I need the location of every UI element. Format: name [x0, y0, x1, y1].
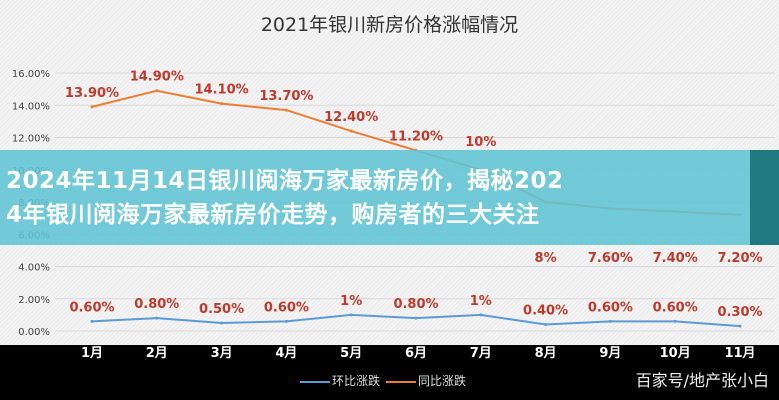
data-point	[155, 316, 159, 320]
data-point	[608, 319, 612, 323]
data-label: 7.60%	[588, 251, 633, 266]
data-point	[90, 319, 94, 323]
y-tick-label: 12.00%	[12, 134, 50, 145]
data-label: 0.40%	[523, 304, 568, 319]
data-point	[414, 316, 418, 320]
data-label: 10%	[465, 135, 496, 150]
data-label: 7.20%	[717, 251, 762, 266]
data-label: 0.80%	[393, 297, 438, 312]
data-label: 0.60%	[588, 300, 633, 315]
data-label: 14.10%	[195, 83, 249, 98]
legend: 环比涨跌 同比涨跌	[300, 372, 466, 389]
headline-banner[interactable]: 2024年11月14日银川阅海万家最新房价，揭秘202 4年银川阅海万家最新房价…	[0, 150, 750, 245]
legend-swatch-orange	[386, 380, 417, 383]
headline-line-2: 4年银川阅海万家最新房价走势，购房者的三大关注	[6, 202, 540, 228]
x-tick-label: 10月	[660, 346, 691, 361]
legend-item-1: 环比涨跌	[300, 372, 380, 389]
banner-edge	[750, 150, 779, 245]
data-label: 13.70%	[259, 89, 313, 104]
x-tick-label: 8月	[535, 346, 557, 361]
data-label: 1%	[340, 294, 362, 309]
headline-line-1: 2024年11月14日银川阅海万家最新房价，揭秘202	[6, 168, 564, 194]
x-tick-label: 9月	[599, 346, 621, 361]
data-label: 0.60%	[653, 300, 698, 315]
chart-title: 2021年银川新房价格涨幅情况	[260, 14, 519, 36]
data-point	[349, 313, 353, 317]
data-point	[220, 321, 224, 325]
x-tick-label: 11月	[724, 346, 755, 361]
legend-item-2: 同比涨跌	[386, 372, 466, 389]
x-tick-label: 7月	[470, 346, 492, 361]
x-tick-label: 5月	[340, 346, 362, 361]
x-tick-label: 6月	[405, 346, 427, 361]
y-tick-label: 0.00%	[18, 327, 50, 338]
y-tick-label: 16.00%	[12, 69, 50, 80]
x-tick-label: 1月	[81, 346, 103, 361]
data-point	[90, 105, 94, 109]
source-watermark: 百家号/地产张小白	[635, 371, 769, 390]
y-tick-label: 14.00%	[12, 101, 50, 112]
data-label: 8%	[535, 251, 557, 266]
y-tick-label: 4.00%	[18, 263, 50, 274]
data-label: 13.90%	[65, 86, 119, 101]
data-label: 0.30%	[717, 305, 762, 320]
data-point	[220, 102, 224, 106]
data-label: 14.90%	[130, 70, 184, 85]
x-tick-label: 2月	[146, 346, 168, 361]
series-line-1	[91, 313, 741, 328]
data-label: 7.40%	[653, 251, 698, 266]
data-label: 0.50%	[199, 302, 244, 317]
legend-swatch-blue	[300, 380, 330, 383]
data-point	[673, 319, 677, 323]
data-point	[349, 129, 353, 133]
data-label: 0.80%	[134, 297, 179, 312]
data-point	[284, 108, 288, 112]
data-point	[738, 324, 742, 328]
data-point	[479, 313, 483, 317]
data-label: 1%	[470, 294, 492, 309]
data-label: 12.40%	[324, 110, 378, 125]
x-tick-label: 4月	[275, 346, 297, 361]
data-label: 0.60%	[69, 300, 114, 315]
data-label: 11.20%	[389, 129, 443, 144]
data-point	[544, 323, 548, 327]
data-point	[284, 319, 288, 323]
x-tick-label: 3月	[211, 346, 233, 361]
data-label: 0.60%	[264, 300, 309, 315]
data-point	[155, 89, 159, 93]
y-tick-label: 2.00%	[18, 295, 50, 306]
